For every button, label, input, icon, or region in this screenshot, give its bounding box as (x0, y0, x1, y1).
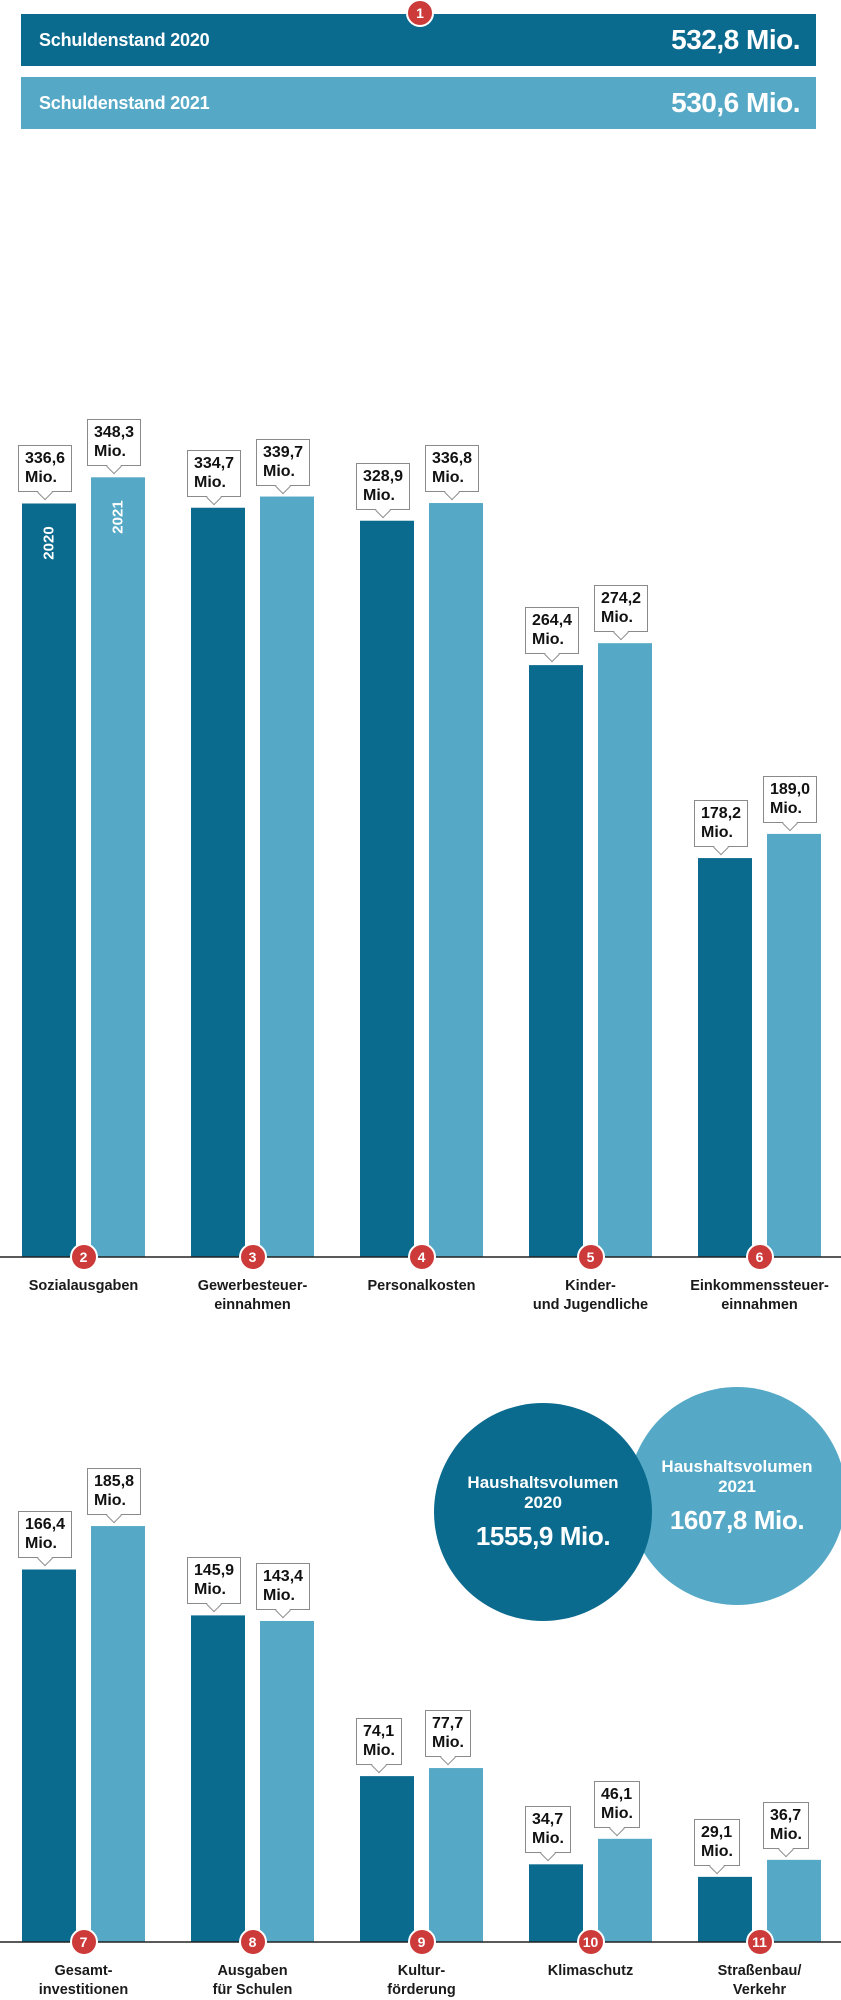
value-label: 46,1 Mio. (594, 1780, 640, 1828)
value-label: 185,8 Mio. (87, 1468, 142, 1516)
bar-2-4-0 (698, 1876, 752, 1942)
category-label: Kinder- und Jugendliche (532, 1278, 649, 1313)
debt-value-2020: 532,8 Mio. (671, 24, 800, 55)
debt-label-2020: Schuldenstand 2020 (39, 29, 210, 50)
category-label: Gewerbesteuer- einnahmen (197, 1278, 308, 1313)
bar-1-4-1 (767, 833, 821, 1257)
volume-value-2021: 1607,8 Mio. (669, 1504, 805, 1535)
value-label: 34,7 Mio. (525, 1806, 571, 1854)
chart-top (0, 477, 841, 1258)
badge-4: 4 (407, 1243, 436, 1271)
badge-11: 11 (745, 1928, 774, 1956)
bar-1-1-0 (191, 507, 245, 1257)
badge-2: 2 (69, 1243, 98, 1271)
debt-label-2021: Schuldenstand 2021 (39, 92, 210, 113)
bar-1-3-0 (529, 665, 583, 1257)
category-label: Klimaschutz (547, 1963, 634, 1979)
value-label: 29,1 Mio. (694, 1818, 740, 1866)
bar-1-0-0 (22, 503, 76, 1257)
category-label: Kultur- förderung (387, 1963, 456, 1998)
value-label: 348,3 Mio. (87, 419, 142, 467)
volume-value-2020: 1555,9 Mio. (475, 1520, 611, 1551)
value-label: 264,4 Mio. (525, 607, 580, 655)
value-label: 336,8 Mio. (425, 445, 480, 493)
bar-1-4-0 (698, 858, 752, 1257)
debt-bar-2021: Schuldenstand 2021 530,6 Mio. (21, 77, 816, 129)
bar-1-2-1 (429, 503, 483, 1257)
value-label: 336,6 Mio. (18, 445, 73, 493)
bar-2-2-1 (429, 1768, 483, 1942)
bar-2-3-1 (598, 1838, 652, 1942)
category-label: Gesamt- investitionen (38, 1963, 129, 1998)
category-label: Einkommenssteuer- einnahmen (690, 1278, 829, 1313)
badge-6: 6 (745, 1243, 774, 1271)
bar-1-2-0 (360, 520, 414, 1257)
value-label: 339,7 Mio. (256, 438, 311, 486)
bar-2-4-1 (767, 1859, 821, 1942)
debt-value-2021: 530,6 Mio. (671, 87, 800, 118)
bar-2-0-1 (91, 1526, 145, 1942)
bar-1-3-1 (598, 643, 652, 1257)
value-label: 189,0 Mio. (763, 775, 818, 823)
category-label: Ausgaben für Schulen (212, 1963, 293, 1998)
value-label: 178,2 Mio. (694, 800, 749, 848)
badge-7: 7 (69, 1928, 98, 1956)
badge-1: 1 (406, 0, 434, 27)
category-label: Straßenbau/ Verkehr (717, 1963, 802, 1998)
bar-1-1-1 (260, 496, 314, 1257)
volume-label-2020: Haushaltsvolumen 2020 (467, 1472, 619, 1512)
bar-2-1-1 (260, 1620, 314, 1942)
value-label: 274,2 Mio. (594, 585, 649, 633)
badge-8: 8 (238, 1928, 267, 1956)
badge-10: 10 (576, 1928, 605, 1956)
value-label: 166,4 Mio. (18, 1511, 73, 1559)
volume-circle-2020: Haushaltsvolumen 2020 1555,9 Mio. (434, 1403, 652, 1621)
bar-2-2-0 (360, 1776, 414, 1942)
volume-circle-2021: Haushaltsvolumen 2021 1607,8 Mio. (628, 1387, 841, 1605)
bar-2-0-0 (22, 1569, 76, 1942)
badge-3: 3 (238, 1243, 267, 1271)
value-label: 143,4 Mio. (256, 1562, 311, 1610)
bar-1-0-1 (91, 477, 145, 1257)
volume-label-2021: Haushaltsvolumen 2021 (661, 1456, 813, 1496)
category-label: Personalkosten (367, 1278, 476, 1294)
bar-2-1-0 (191, 1615, 245, 1942)
value-label: 334,7 Mio. (187, 449, 242, 497)
badge-9: 9 (407, 1928, 436, 1956)
value-label: 328,9 Mio. (356, 462, 411, 510)
badge-5: 5 (576, 1243, 605, 1271)
category-label: Sozialausgaben (28, 1278, 139, 1294)
bar-2-3-0 (529, 1864, 583, 1942)
value-label: 36,7 Mio. (763, 1801, 809, 1849)
value-label: 145,9 Mio. (187, 1557, 242, 1605)
value-label: 77,7 Mio. (425, 1710, 471, 1758)
value-label: 74,1 Mio. (356, 1718, 402, 1766)
